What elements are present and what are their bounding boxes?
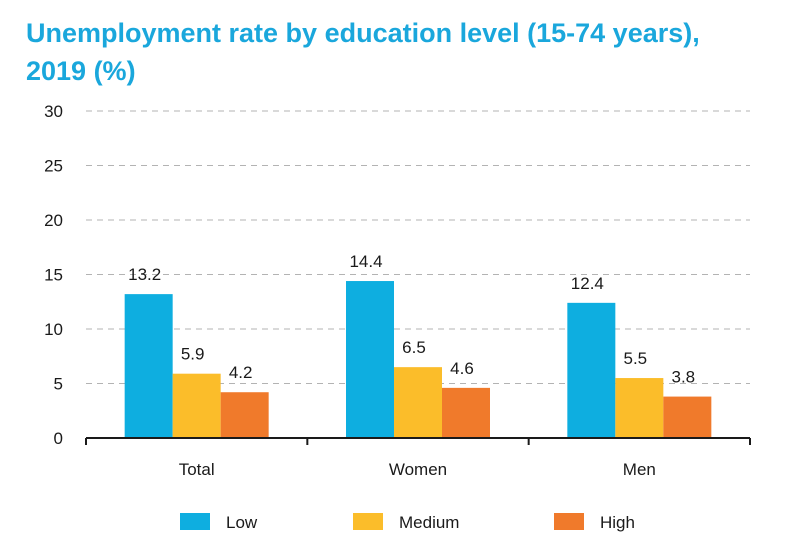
bar-medium-women: [394, 367, 442, 438]
bar-low-total: [124, 294, 173, 438]
legend-label-medium: Medium: [399, 513, 459, 532]
bar-medium-men: [615, 378, 664, 438]
x-axis-category-labels: Total Women Men: [179, 460, 656, 479]
y-tick-label: 0: [54, 429, 63, 448]
value-label: 5.9: [181, 345, 205, 364]
value-labels: 13.2 5.9 4.2 14.4 6.5 4.6 12.4 5.5 3.8: [128, 252, 695, 387]
legend-label-low: Low: [226, 513, 258, 532]
value-label: 13.2: [128, 265, 161, 284]
legend-label-high: High: [600, 513, 635, 532]
value-label: 6.5: [402, 338, 426, 357]
bar-low-women: [346, 281, 394, 438]
legend: Low Medium High: [180, 513, 635, 532]
x-category-label: Total: [179, 460, 215, 479]
y-tick-label: 30: [44, 102, 63, 121]
value-label: 12.4: [571, 274, 604, 293]
value-label: 4.2: [229, 363, 253, 382]
bar-high-total: [220, 392, 269, 438]
chart-title: Unemployment rate by education level (15…: [26, 18, 700, 86]
value-label: 14.4: [349, 252, 382, 271]
bar-high-women: [442, 387, 490, 438]
x-category-label: Women: [389, 460, 447, 479]
x-axis: [85, 437, 751, 445]
y-tick-label: 25: [44, 157, 63, 176]
x-category-label: Men: [623, 460, 656, 479]
value-label: 4.6: [450, 359, 474, 378]
bars: [124, 281, 712, 438]
legend-swatch-medium: [353, 513, 383, 530]
bar-low-men: [567, 302, 616, 438]
y-axis-tick-labels: 0 5 10 15 20 25 30: [44, 102, 63, 448]
legend-swatch-high: [554, 513, 584, 530]
value-label: 5.5: [624, 349, 648, 368]
y-tick-label: 20: [44, 211, 63, 230]
legend-swatch-low: [180, 513, 210, 530]
y-tick-label: 15: [44, 266, 63, 285]
bar-medium-total: [172, 373, 221, 438]
bar-high-men: [663, 396, 712, 438]
y-tick-label: 5: [54, 375, 63, 394]
y-tick-label: 10: [44, 320, 63, 339]
value-label: 3.8: [672, 368, 696, 387]
